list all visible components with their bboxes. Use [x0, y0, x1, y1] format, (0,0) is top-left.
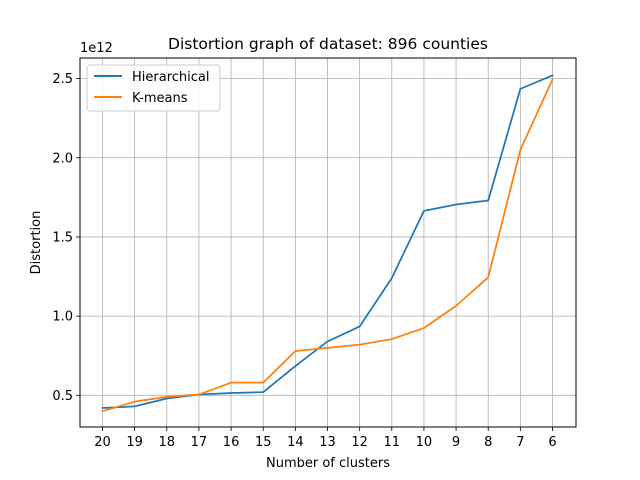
plot-area-frame	[79, 57, 577, 428]
x-axis-title: Number of clusters	[266, 456, 390, 471]
x-tick-label: 9	[452, 435, 460, 450]
x-tick-label: 18	[159, 435, 176, 450]
x-tick-label: 14	[287, 435, 304, 450]
axis-ticks: 20 19 18 17 16 15 14 13 12 11 10 9 8 7 6 0.5 1.0 1.5 2.0 2.…	[52, 72, 556, 450]
x-tick-label: 11	[384, 435, 401, 450]
x-tick-label: 16	[223, 435, 240, 450]
y-axis-title: Distortion	[29, 211, 44, 275]
x-tick-label: 7	[516, 435, 524, 450]
y-tick-label: 2.0	[52, 151, 73, 166]
legend-label-k-means: K-means	[132, 91, 188, 106]
y-tick-label: 1.0	[52, 310, 73, 325]
x-tick-label: 12	[351, 435, 368, 450]
x-tick-label: 8	[484, 435, 492, 450]
y-tick-label: 0.5	[52, 389, 73, 404]
x-tick-label: 13	[319, 435, 336, 450]
x-tick-label: 15	[255, 435, 272, 450]
chart-title: Distortion graph of dataset: 896 countie…	[168, 35, 488, 53]
y-axis-offset-label: 1e12	[80, 41, 113, 56]
grid-lines	[80, 58, 576, 427]
x-tick-label: 6	[548, 435, 556, 450]
x-tick-label: 19	[126, 435, 143, 450]
x-tick-label: 17	[191, 435, 208, 450]
x-tick-label: 20	[94, 435, 111, 450]
x-tick-label: 10	[416, 435, 433, 450]
y-tick-label: 1.5	[52, 230, 73, 245]
series-lines	[101, 74, 554, 413]
y-tick-label: 2.5	[52, 72, 73, 87]
legend: Hierarchical K-means	[86, 64, 221, 112]
legend-label-hierarchical: Hierarchical	[132, 70, 209, 85]
